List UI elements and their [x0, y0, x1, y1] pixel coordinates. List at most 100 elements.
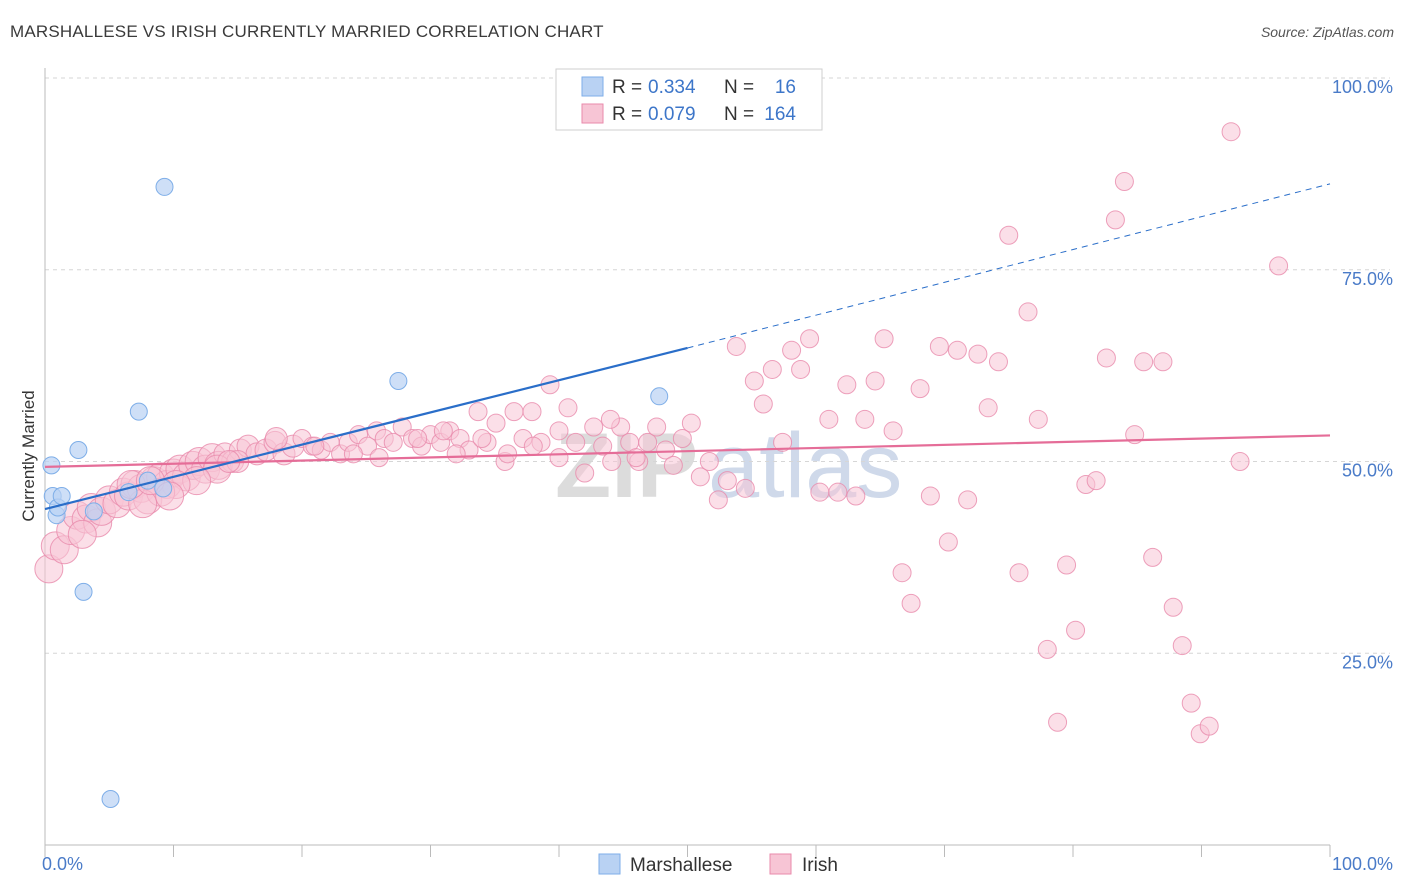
x-tick-label: 100.0% — [1332, 854, 1393, 874]
point-irish — [472, 428, 492, 448]
point-marshallese — [154, 479, 173, 498]
point-irish — [800, 329, 820, 349]
point-irish — [699, 452, 719, 471]
point-irish — [1037, 639, 1057, 659]
point-irish — [1221, 122, 1241, 142]
point-irish — [753, 394, 773, 414]
bottom-legend-swatch-marshallese — [598, 853, 621, 875]
point-marshallese — [69, 440, 88, 459]
series-irish — [34, 122, 1289, 744]
legend-r-label-0: R = — [612, 77, 642, 98]
point-irish — [408, 428, 428, 448]
point-irish — [663, 455, 683, 475]
trend-line-marshallese — [44, 346, 688, 511]
point-irish — [920, 486, 940, 506]
point-irish — [1163, 597, 1183, 617]
point-marshallese — [84, 502, 103, 521]
point-irish — [1009, 563, 1029, 583]
point-irish — [892, 563, 912, 583]
point-irish — [1172, 636, 1192, 656]
point-irish — [735, 478, 755, 498]
point-irish — [549, 421, 569, 441]
point-irish — [828, 482, 848, 502]
point-irish — [486, 413, 506, 433]
point-irish — [1018, 302, 1038, 322]
point-irish — [468, 402, 488, 422]
legend-r-value-irish: 0.079 — [648, 104, 696, 125]
point-irish — [656, 440, 676, 460]
point-irish — [558, 398, 578, 418]
point-marshallese — [129, 402, 148, 421]
series-marshallese — [42, 177, 669, 808]
point-irish — [549, 448, 569, 468]
point-irish — [672, 428, 692, 448]
legend-n-label-1: N = — [724, 104, 754, 125]
point-irish — [910, 379, 930, 399]
trend-line-irish — [44, 434, 1331, 468]
point-irish — [1230, 452, 1250, 471]
point-irish — [1199, 716, 1219, 736]
point-irish — [1134, 352, 1154, 372]
point-irish — [1028, 409, 1048, 429]
tick-labels: 25.0% 50.0% 75.0% 100.0% 0.0% 100.0% — [42, 77, 1393, 874]
grid — [45, 77, 1390, 654]
point-irish — [762, 359, 782, 379]
point-irish — [1153, 352, 1173, 372]
point-irish — [744, 371, 764, 391]
legend-n-value-irish: 164 — [764, 104, 796, 125]
point-irish — [433, 421, 453, 441]
y-tick-label: 100.0% — [1332, 77, 1393, 97]
point-irish — [726, 336, 746, 356]
trend-lines — [44, 183, 1331, 511]
point-irish — [837, 375, 857, 395]
point-irish — [1096, 348, 1116, 368]
point-irish — [647, 417, 667, 437]
legend-n-value-marshallese: 16 — [775, 77, 796, 98]
point-irish — [584, 417, 604, 437]
legend-swatch-irish — [581, 103, 604, 124]
point-irish — [600, 409, 620, 429]
point-irish — [708, 490, 728, 510]
point-irish — [522, 402, 542, 422]
point-irish — [1181, 693, 1201, 713]
source-label: Source: ZipAtlas.com — [1260, 24, 1394, 40]
point-irish — [690, 467, 710, 487]
point-irish — [999, 225, 1019, 245]
point-irish — [1057, 555, 1077, 575]
point-irish — [504, 402, 524, 422]
point-marshallese — [74, 582, 93, 601]
bottom-legend: Marshallese Irish — [598, 853, 838, 876]
point-marshallese — [52, 487, 71, 506]
point-irish — [523, 436, 543, 456]
bottom-legend-marshallese: Marshallese — [630, 855, 732, 876]
point-irish — [566, 432, 586, 452]
point-irish — [819, 409, 839, 429]
point-irish — [593, 436, 613, 456]
point-irish — [1066, 620, 1086, 640]
point-irish — [865, 371, 885, 391]
point-irish — [1114, 172, 1134, 192]
legend-r-value-marshallese: 0.334 — [648, 77, 696, 98]
point-irish — [1086, 471, 1106, 491]
axes — [44, 68, 1331, 857]
point-irish — [782, 340, 802, 360]
point-irish — [901, 593, 921, 613]
point-irish — [1143, 547, 1163, 567]
y-tick-label: 50.0% — [1342, 461, 1393, 481]
point-marshallese — [155, 177, 174, 196]
point-irish — [67, 519, 97, 549]
point-marshallese — [650, 387, 669, 406]
bottom-legend-irish: Irish — [802, 855, 838, 876]
point-irish — [773, 432, 793, 452]
point-irish — [929, 336, 949, 356]
point-irish — [681, 413, 701, 433]
trend-extension-marshallese — [687, 183, 1331, 349]
point-marshallese — [42, 456, 61, 475]
point-irish — [383, 432, 403, 452]
point-marshallese — [389, 371, 408, 390]
point-irish — [938, 532, 958, 552]
y-axis-title: Currently Married — [19, 390, 38, 521]
point-irish — [968, 344, 988, 364]
point-irish — [883, 421, 903, 441]
point-irish — [988, 352, 1008, 372]
